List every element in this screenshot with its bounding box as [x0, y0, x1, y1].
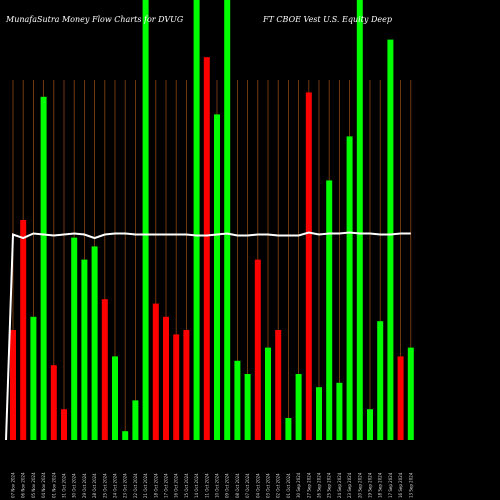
bar-10	[101, 299, 108, 440]
bar-1	[10, 330, 16, 440]
x-tick-label: 07 Oct 2024	[245, 473, 250, 498]
bar-24	[244, 374, 251, 440]
x-tick-label: 15 Oct 2024	[184, 473, 189, 498]
x-tick-label: 28 Oct 2024	[92, 473, 97, 498]
bar-37	[377, 321, 384, 440]
bar-23	[234, 360, 241, 440]
x-tick-label: 18 Sep 2024	[378, 472, 383, 498]
x-tick-label: 16 Oct 2024	[174, 473, 179, 498]
x-tick-label: 01 Nov 2024	[51, 472, 56, 498]
bar-25	[254, 259, 261, 440]
x-tick-label: 13 Sep 2024	[408, 472, 413, 498]
x-tick-label: 02 Oct 2024	[276, 473, 281, 498]
x-tick-label: 22 Oct 2024	[133, 473, 138, 498]
x-tick-label: 25 Sep 2024	[327, 472, 332, 498]
x-tick-label: 27 Sep 2024	[306, 472, 311, 498]
x-tick-label: 08 Oct 2024	[235, 473, 240, 498]
bar-27	[275, 330, 282, 440]
x-tick-label: 17 Oct 2024	[164, 473, 169, 498]
bar-40	[407, 347, 414, 440]
bar-9	[91, 246, 98, 440]
bar-14	[142, 0, 149, 440]
bar-36	[367, 409, 373, 440]
bar-16	[163, 316, 169, 440]
x-tick-label: 26 Sep 2024	[317, 472, 322, 498]
bar-7	[71, 237, 78, 440]
x-tick-label: 17 Sep 2024	[388, 472, 393, 498]
bar-5	[50, 365, 57, 440]
x-tick-label: 07 Nov 2024	[11, 472, 16, 498]
bar-4	[40, 96, 47, 441]
x-tick-label: 21 Oct 2024	[143, 473, 148, 498]
bar-33	[336, 382, 343, 440]
bar-21	[214, 114, 220, 441]
x-tick-label: 04 Nov 2024	[41, 472, 46, 498]
bar-35	[356, 0, 363, 440]
x-tick-label: 14 Oct 2024	[194, 473, 199, 498]
bar-39	[397, 356, 404, 440]
x-tick-label: 30 Sep 2024	[296, 472, 301, 498]
bar-13	[132, 400, 139, 440]
x-tick-label: 01 Oct 2024	[286, 473, 291, 498]
x-tick-label: 19 Sep 2024	[368, 472, 373, 498]
x-tick-label: 18 Oct 2024	[153, 473, 158, 498]
bar-29	[295, 374, 302, 440]
x-tick-label: 24 Oct 2024	[113, 473, 118, 498]
x-tick-label: 23 Sep 2024	[347, 472, 352, 498]
bar-30	[305, 92, 312, 441]
bar-3	[30, 316, 37, 440]
chart-title-right: FT CBOE Vest U.S. Equity Deep	[262, 15, 392, 24]
bar-32	[326, 180, 333, 440]
x-tick-label: 05 Nov 2024	[31, 472, 36, 498]
x-tick-label: 23 Oct 2024	[123, 473, 128, 498]
flow-line	[5, 231, 411, 441]
x-tick-label: 31 Oct 2024	[62, 473, 67, 498]
bars	[10, 0, 414, 441]
bar-26	[265, 347, 271, 440]
x-tick-label: 04 Oct 2024	[255, 473, 260, 498]
x-tick-label: 25 Oct 2024	[102, 473, 107, 498]
x-tick-label: 30 Oct 2024	[72, 473, 77, 498]
x-tick-label: 29 Oct 2024	[82, 473, 87, 498]
x-tick-label: 11 Oct 2024	[204, 473, 209, 498]
x-tick-label: 16 Sep 2024	[398, 472, 403, 498]
bar-19	[193, 0, 200, 440]
bar-2	[20, 220, 27, 440]
x-tick-label: 24 Sep 2024	[337, 472, 342, 498]
bar-34	[346, 136, 353, 440]
chart-title-left: MunafaSutra Money Flow Charts for DVUG	[5, 15, 184, 24]
x-tick-label: 03 Oct 2024	[266, 473, 271, 498]
bar-11	[112, 356, 118, 440]
bar-12	[122, 431, 129, 440]
bar-17	[173, 334, 180, 440]
bar-20	[203, 57, 210, 440]
x-tick-label: 06 Nov 2024	[21, 472, 26, 498]
bar-8	[81, 259, 88, 440]
bar-15	[152, 303, 159, 440]
bar-18	[183, 330, 190, 440]
bar-22	[224, 0, 231, 440]
bar-31	[316, 387, 322, 440]
bar-28	[285, 418, 292, 440]
bar-6	[61, 409, 67, 440]
x-tick-label: 09 Oct 2024	[225, 473, 230, 498]
x-tick-label: 10 Oct 2024	[215, 473, 220, 498]
x-tick-labels: 07 Nov 2024 06 Nov 2024 05 Nov 2024 04 Nov …	[11, 472, 414, 498]
x-tick-label: 20 Sep 2024	[357, 472, 362, 498]
bar-38	[387, 39, 394, 440]
flow-line-group	[5, 231, 411, 441]
